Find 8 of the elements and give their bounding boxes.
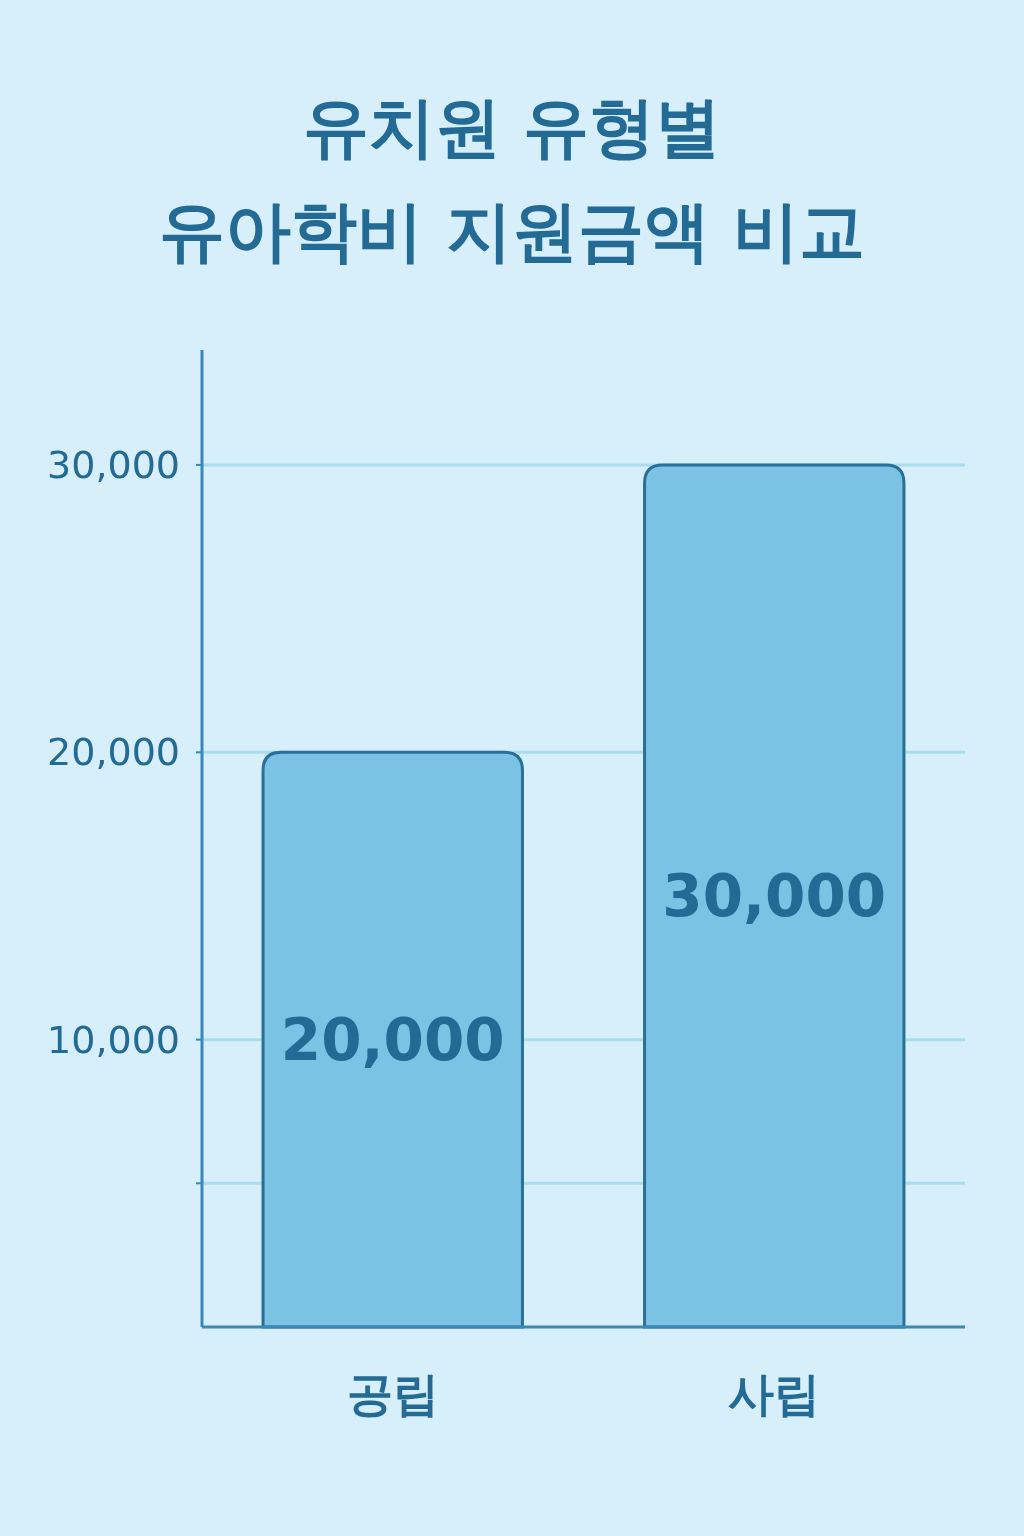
title: 유치원 유형별 유아학비 지원금액 비교 [159, 89, 865, 270]
y-tick-label: 30,000 [47, 442, 180, 487]
y-tick-label: 20,000 [47, 730, 180, 775]
x-tick-label: 사립 [728, 1367, 821, 1421]
x-tick-label: 공립 [346, 1367, 439, 1421]
data-label: 20,000 [280, 1005, 505, 1074]
y-tick-label: 10,000 [47, 1017, 180, 1062]
data-label: 30,000 [662, 861, 887, 930]
